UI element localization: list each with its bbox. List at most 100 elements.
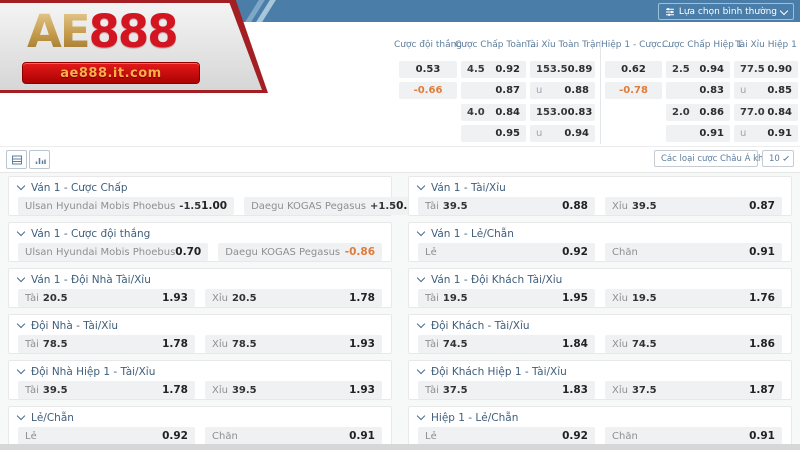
count-dropdown[interactable]: 10 xyxy=(762,150,794,167)
section-header[interactable]: Ván 1 - Cược Chấp xyxy=(16,181,382,194)
odds-row: 0.95 u 0.94 0.91 u 0.91 xyxy=(395,125,800,142)
option-line: 37.5 xyxy=(631,384,657,396)
line-value: 2.5 xyxy=(672,64,690,75)
option-label: Ulsan Hyundai Mobis Phoebus -1.5 xyxy=(25,201,201,212)
chevron-down-icon xyxy=(416,227,426,237)
odds-summary-table: Cược đội thắng Cược Chấp Toàn ... Tài Xỉ… xyxy=(394,38,800,148)
odds-cell[interactable]: 0.62 xyxy=(605,61,662,78)
odds-cell[interactable]: u 0.85 xyxy=(734,82,798,99)
bet-section-card: Đội Nhà Hiệp 1 - Tài/Xỉu Tài 39.5 1.78 Xỉu… xyxy=(8,360,392,400)
odds-cell[interactable]: 0.53 xyxy=(399,61,457,78)
option-label: Xỉu 37.5 xyxy=(612,385,657,396)
odds-cell[interactable]: 0.83 xyxy=(666,82,730,99)
markets-background xyxy=(0,173,800,450)
bet-option[interactable]: Chẵn 0.91 xyxy=(605,243,782,261)
option-odds: 1.93 xyxy=(349,384,375,396)
option-line: 19.5 xyxy=(442,292,468,304)
line-value: u xyxy=(740,128,747,139)
option-label: Tài 37.5 xyxy=(425,385,468,396)
option-odds: 0.91 xyxy=(749,430,775,442)
odds-cell[interactable]: u 0.94 xyxy=(530,125,595,142)
option-line: 39.5 xyxy=(442,200,468,212)
bet-option[interactable]: Lẻ 0.92 xyxy=(418,427,595,445)
odds-col-header: Cược đội thắng xyxy=(393,40,463,50)
bet-option[interactable]: Tài 39.5 0.88 xyxy=(418,197,595,215)
bet-option[interactable]: Daegu KOGAS Pegasus+1.50.77 xyxy=(244,197,430,215)
bet-option[interactable]: Lẻ 0.92 xyxy=(418,243,595,261)
option-text: Tài xyxy=(425,292,439,304)
bet-option[interactable]: Xỉu 78.5 1.93 xyxy=(205,335,382,353)
odds-cell[interactable]: 77.0 0.84 xyxy=(734,104,798,121)
odds-cell[interactable]: 2.5 0.94 xyxy=(666,61,730,78)
bet-option[interactable]: Daegu KOGAS Pegasus -0.86 xyxy=(218,243,382,261)
option-label: Ulsan Hyundai Mobis Phoebus xyxy=(25,247,175,258)
chevron-down-icon xyxy=(16,273,26,283)
chevron-down-icon xyxy=(16,181,26,191)
option-odds: 1.00 xyxy=(201,200,228,212)
section-header[interactable]: Ván 1 - Cược đội thắng xyxy=(16,227,382,240)
odds-cell[interactable]: -0.78 xyxy=(605,82,662,99)
odds-cell[interactable]: 4.0 0.84 xyxy=(461,104,526,121)
bet-option[interactable]: Xỉu 37.5 1.87 xyxy=(605,381,782,399)
count-label: 10 xyxy=(769,153,780,164)
bet-option[interactable]: Ulsan Hyundai Mobis Phoebus 0.70 xyxy=(18,243,209,261)
option-line: 39.5 xyxy=(231,384,257,396)
odds-cell[interactable]: 0.95 xyxy=(461,125,526,142)
bet-option[interactable]: Tài 78.5 1.78 xyxy=(18,335,195,353)
section-title: Hiệp 1 - Lẻ/Chẵn xyxy=(431,411,519,424)
odds-cell[interactable]: -0.66 xyxy=(399,82,457,99)
option-odds: 1.86 xyxy=(749,338,775,350)
logo-banner-inner: AE888 ae888.it.com xyxy=(0,3,262,90)
section-header[interactable]: Ván 1 - Lẻ/Chẵn xyxy=(416,227,782,240)
option-text: Xỉu xyxy=(212,338,228,350)
option-line: 39.5 xyxy=(42,384,68,396)
section-header[interactable]: Hiệp 1 - Lẻ/Chẵn xyxy=(416,411,782,424)
section-header[interactable]: Đội Khách Hiệp 1 - Tài/Xỉu xyxy=(416,365,782,378)
option-text: Chẵn xyxy=(612,246,638,258)
bet-option[interactable]: Tài 19.5 1.95 xyxy=(418,289,595,307)
odds-cell[interactable]: 153.0 0.83 xyxy=(530,104,595,121)
odds-display-dropdown[interactable]: Lựa chọn bình thường xyxy=(657,3,794,20)
option-line: +1.5 xyxy=(370,200,397,212)
list-view-button[interactable] xyxy=(6,150,27,169)
bet-option[interactable]: Chẵn 0.91 xyxy=(205,427,382,445)
odds-cell[interactable]: 153.5 0.89 xyxy=(530,61,595,78)
odds-cell[interactable]: 77.5 0.90 xyxy=(734,61,798,78)
section-header[interactable]: Ván 1 - Đội Khách Tài/Xỉu xyxy=(416,273,782,286)
bet-option[interactable]: Tài 74.5 1.84 xyxy=(418,335,595,353)
bet-option[interactable]: Lẻ 0.92 xyxy=(18,427,195,445)
option-odds: 1.93 xyxy=(162,292,188,304)
section-header[interactable]: Ván 1 - Đội Nhà Tài/Xỉu xyxy=(16,273,382,286)
bet-option[interactable]: Tài 39.5 1.78 xyxy=(18,381,195,399)
option-line: 39.5 xyxy=(631,200,657,212)
section-title: Lẻ/Chẵn xyxy=(31,411,74,424)
odds-cell[interactable]: u 0.91 xyxy=(734,125,798,142)
chart-view-button[interactable] xyxy=(29,150,50,169)
odds-row: -0.66 0.87 u 0.88 -0.78 0.83 u 0.85 xyxy=(395,82,800,99)
odds-cell[interactable]: u 0.88 xyxy=(530,82,595,99)
bet-option[interactable]: Ulsan Hyundai Mobis Phoebus -1.5 1.00 xyxy=(18,197,235,215)
odds-cell[interactable]: 0.91 xyxy=(666,125,730,142)
section-header[interactable]: Đội Nhà Hiệp 1 - Tài/Xỉu xyxy=(16,365,382,378)
odds-cell[interactable]: 0.87 xyxy=(461,82,526,99)
odds-cell[interactable]: 4.5 0.92 xyxy=(461,61,526,78)
bet-option[interactable]: Xỉu 74.5 1.86 xyxy=(605,335,782,353)
option-label: Tài 78.5 xyxy=(25,339,68,350)
market-type-dropdown[interactable]: Các loại cược Châu Á khác xyxy=(654,150,782,167)
bet-option[interactable]: Tài 37.5 1.83 xyxy=(418,381,595,399)
section-header[interactable]: Đội Khách - Tài/Xỉu xyxy=(416,319,782,332)
option-text: Xỉu xyxy=(612,200,628,212)
bet-option[interactable]: Chẵn 0.91 xyxy=(605,427,782,445)
odds-cell[interactable]: 2.0 0.86 xyxy=(666,104,730,121)
option-label: Xỉu 78.5 xyxy=(212,339,257,350)
option-text: Tài xyxy=(25,292,39,304)
section-header[interactable]: Ván 1 - Tài/Xỉu xyxy=(416,181,782,194)
bet-option[interactable]: Xỉu 39.5 1.93 xyxy=(205,381,382,399)
bet-option[interactable]: Xỉu 39.5 0.87 xyxy=(605,197,782,215)
bet-option[interactable]: Tài 20.5 1.93 xyxy=(18,289,195,307)
section-header[interactable]: Đội Nhà - Tài/Xỉu xyxy=(16,319,382,332)
section-header[interactable]: Lẻ/Chẵn xyxy=(16,411,382,424)
bet-option[interactable]: Xỉu 20.5 1.78 xyxy=(205,289,382,307)
bet-option[interactable]: Xỉu 19.5 1.76 xyxy=(605,289,782,307)
odds-value: 0.86 xyxy=(699,107,724,118)
